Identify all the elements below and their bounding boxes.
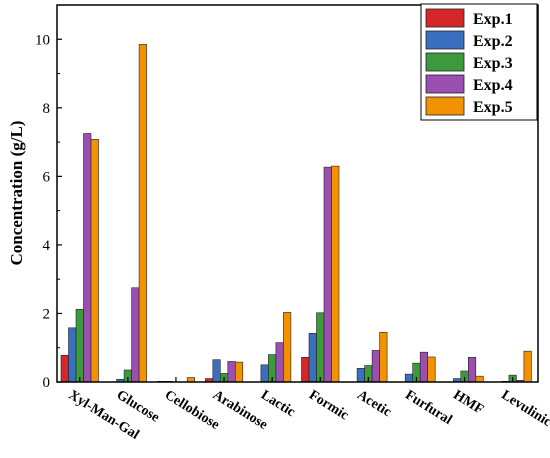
legend-label: Exp.5 xyxy=(473,99,513,116)
bar-exp3-formic xyxy=(316,312,325,383)
bars-layer xyxy=(60,44,532,383)
bar-exp4-furfural xyxy=(419,351,429,383)
bar-exp4-formic xyxy=(323,166,332,383)
legend-label: Exp.4 xyxy=(473,77,513,94)
plot-frame xyxy=(56,4,539,383)
y-tick-label: 8 xyxy=(43,101,51,117)
bar-exp2-arabinose xyxy=(212,359,221,383)
legend-label: Exp.3 xyxy=(473,55,513,72)
bar-exp5-glucose xyxy=(138,44,147,383)
bar-exp1-xyl-man-gal xyxy=(60,354,69,383)
x-category-label: Lactic xyxy=(258,388,298,421)
x-category-label: Formic xyxy=(306,388,351,424)
bar-exp4-hmf xyxy=(467,357,477,383)
y-tick-label: 2 xyxy=(43,306,51,322)
bar-exp2-furfural xyxy=(404,373,414,383)
bar-exp5-furfural xyxy=(427,356,436,383)
bar-exp5-arabinose xyxy=(235,361,244,383)
bar-exp3-xyl-man-gal xyxy=(75,309,84,383)
legend-swatch-exp5 xyxy=(425,96,465,116)
bar-exp4-lactic xyxy=(275,342,284,383)
y-tick-label: 0 xyxy=(43,375,51,391)
bar-exp4-acetic xyxy=(371,350,380,383)
legend-label: Exp.2 xyxy=(473,33,513,50)
bar-exp2-xyl-man-gal xyxy=(68,327,77,383)
bar-exp1-formic xyxy=(301,357,310,383)
bar-exp4-glucose xyxy=(131,287,140,383)
legend-label: Exp.1 xyxy=(473,11,513,28)
bar-exp5-lactic xyxy=(283,312,292,383)
bar-exp2-lactic xyxy=(260,364,269,383)
x-category-label: HMF xyxy=(450,388,486,418)
legend-swatch-exp1 xyxy=(425,8,465,28)
bar-exp5-levulinic xyxy=(523,350,532,383)
bar-exp5-hmf xyxy=(475,375,484,383)
bar-exp5-acetic xyxy=(379,331,388,383)
y-tick-label: 6 xyxy=(43,169,51,185)
bar-exp4-arabinose xyxy=(227,361,236,383)
y-axis-title: Concentration (g/L) xyxy=(7,121,26,266)
bar-exp2-formic xyxy=(308,333,317,383)
y-tick-label: 4 xyxy=(43,238,51,254)
legend: Exp.1 Exp.2 Exp.3 Exp.4 Exp.5 xyxy=(420,3,538,121)
bar-exp4-xyl-man-gal xyxy=(83,133,92,383)
y-tick-label: 10 xyxy=(35,32,50,48)
legend-swatch-exp2 xyxy=(425,30,465,50)
x-category-label: Furfural xyxy=(402,388,454,428)
legend-swatch-exp4 xyxy=(425,74,465,94)
bar-exp5-formic xyxy=(331,165,340,383)
legend-swatch-exp3 xyxy=(425,52,465,72)
x-category-label: Acetic xyxy=(354,388,394,420)
x-category-label: Levulinic xyxy=(499,388,550,430)
bar-exp2-acetic xyxy=(356,367,365,383)
bar-exp5-xyl-man-gal xyxy=(90,139,99,383)
